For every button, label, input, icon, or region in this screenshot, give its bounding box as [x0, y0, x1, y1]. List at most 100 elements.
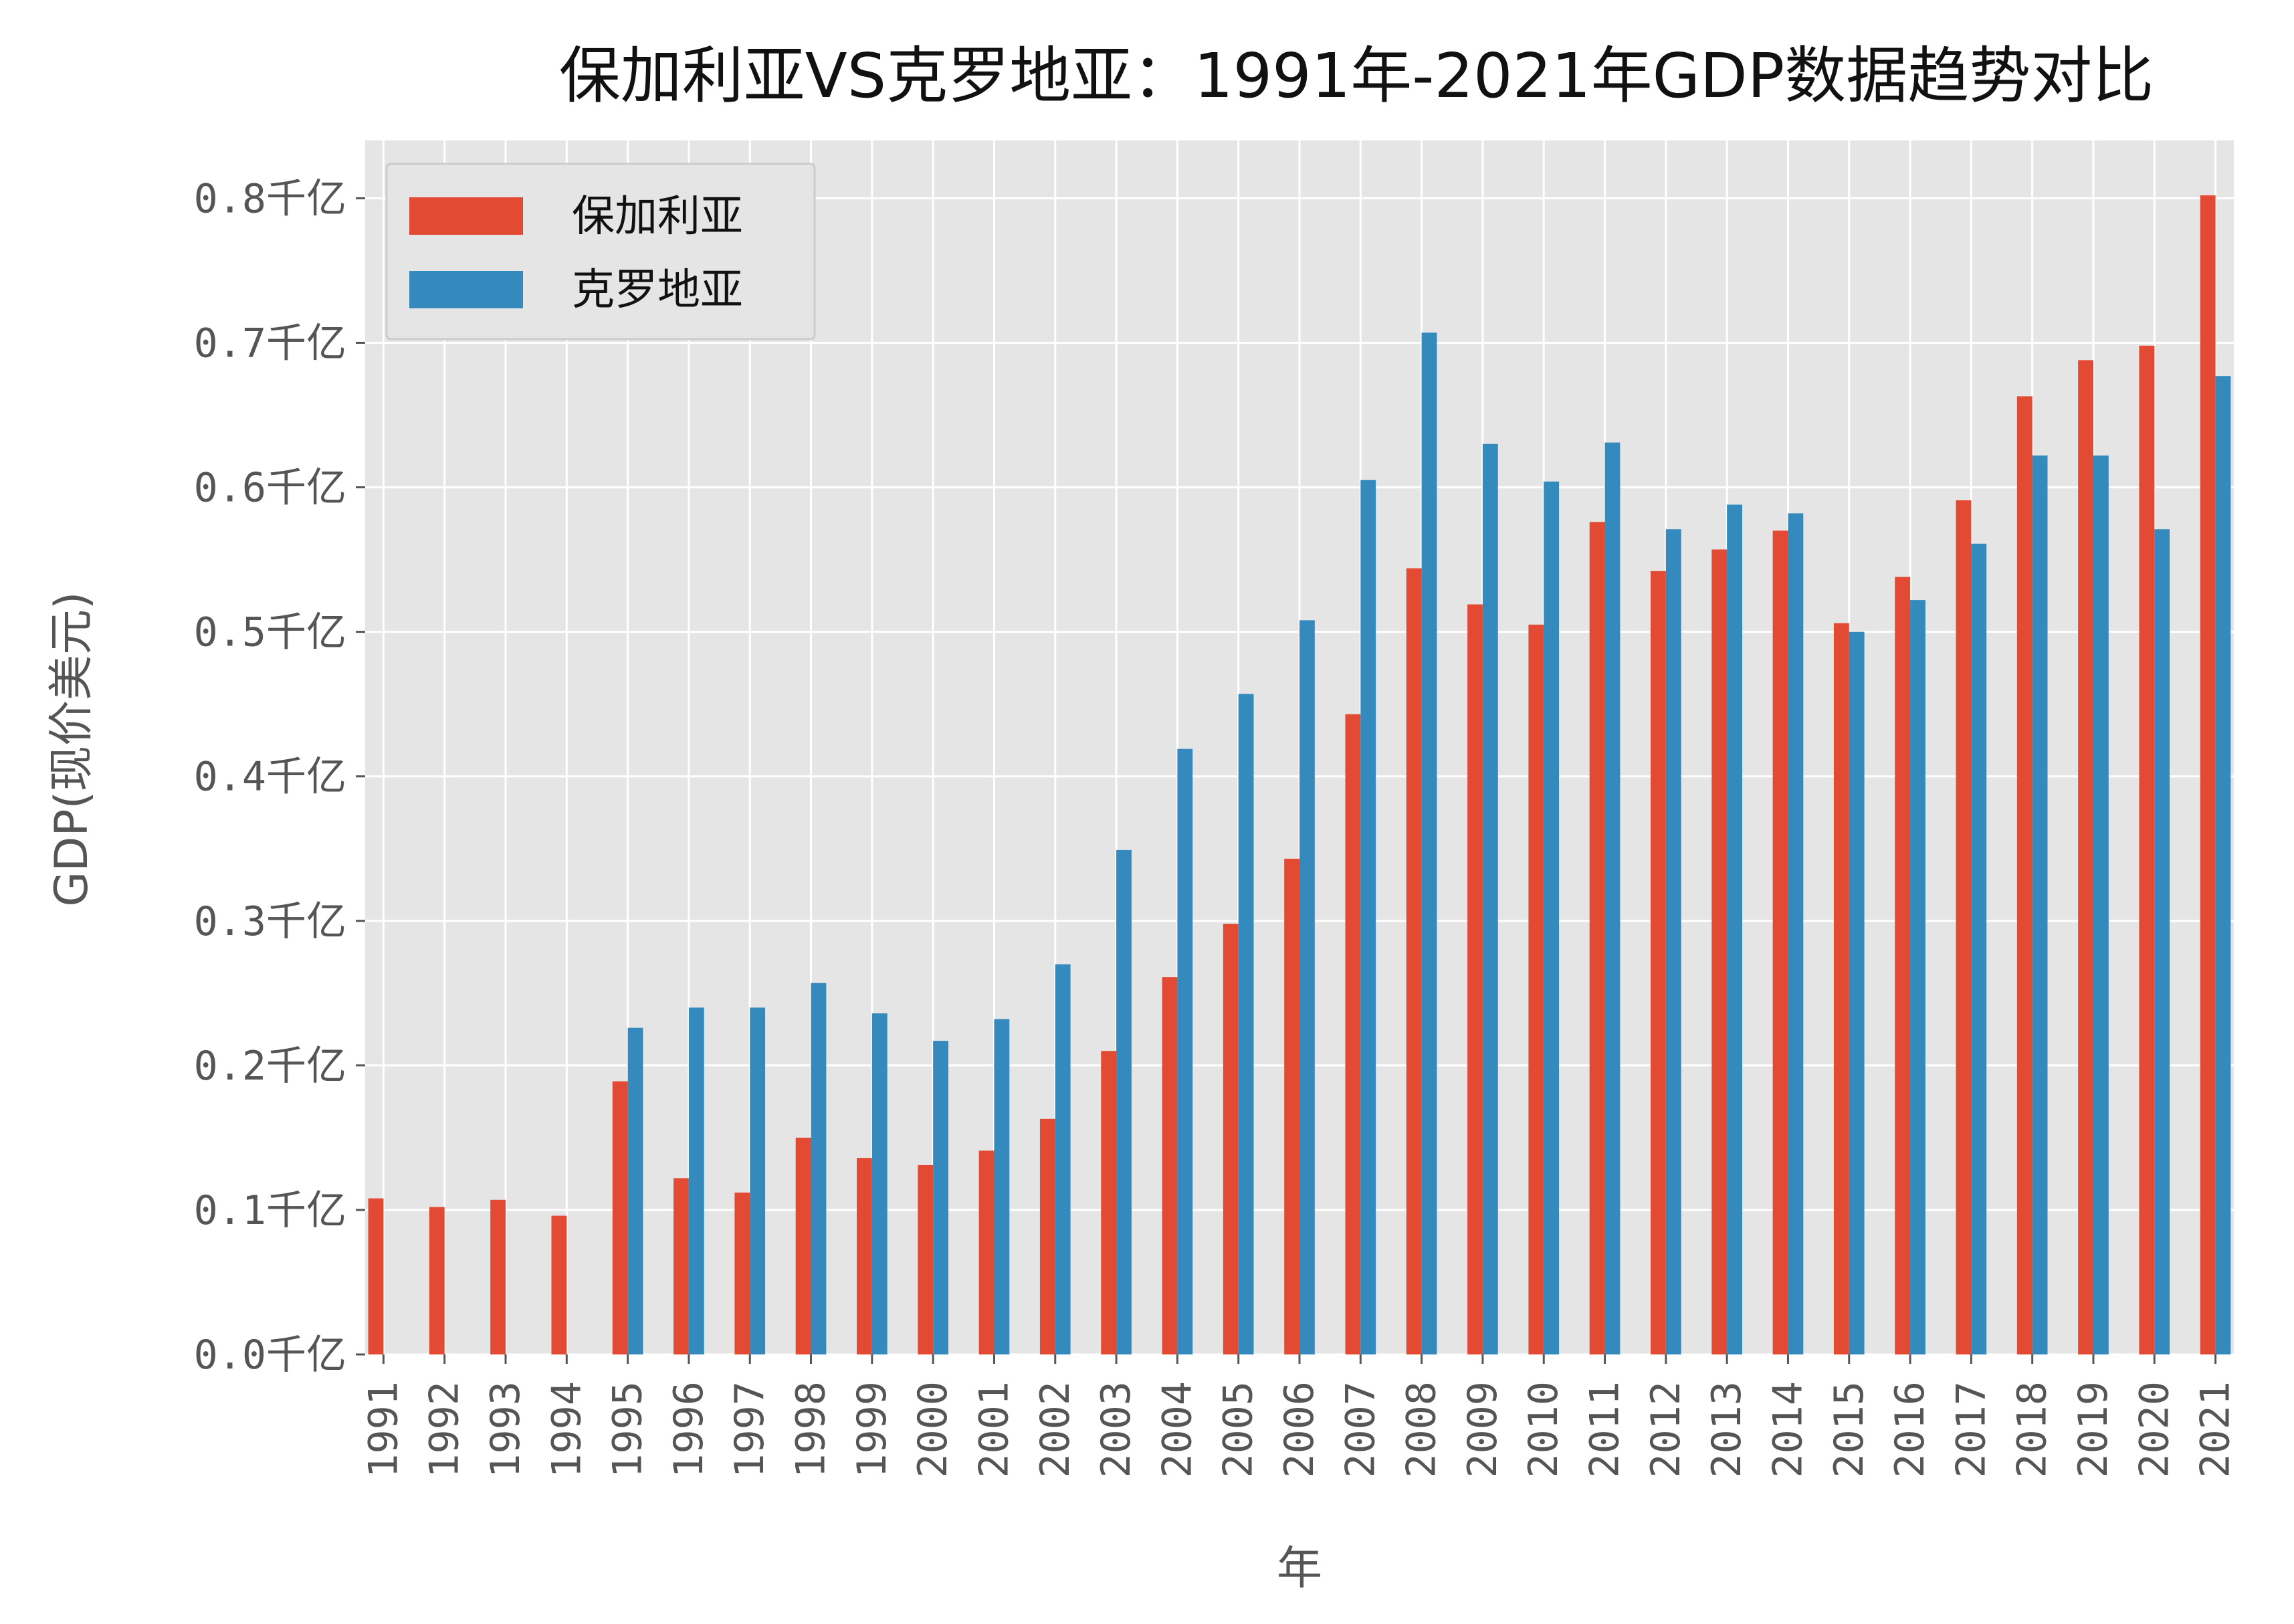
y-axis: 0.0千亿 0.1千亿 0.2千亿 0.3千亿 0.4千亿 0.5千亿 0.6千亿 0.7千亿… [194, 175, 365, 1379]
legend-label-croatia: 克罗地亚 [572, 266, 743, 315]
bar-croatia [2093, 455, 2109, 1355]
bar-croatia [1727, 504, 1742, 1354]
bar-bulgaria [1711, 549, 1728, 1354]
bar-bulgaria [368, 1198, 384, 1354]
x-tick-label: 2003 [1093, 1381, 1140, 1478]
bar-croatia [2032, 455, 2048, 1355]
bar-croatia [1055, 964, 1071, 1354]
bar-croatia [933, 1041, 948, 1354]
x-axis: 1991 1992 1993 1994 1995 1996 1997 1998 1999 2000… [360, 1354, 2239, 1478]
x-tick-label: 2016 [1887, 1381, 1934, 1478]
bar-croatia [1116, 849, 1132, 1354]
y-tick-label: 0.6千亿 [194, 465, 346, 512]
x-tick-label: 2012 [1643, 1381, 1689, 1478]
x-tick-label: 1999 [849, 1381, 896, 1478]
bar-bulgaria [1223, 924, 1239, 1354]
bar-croatia [1421, 332, 1437, 1354]
legend-swatch-croatia [409, 271, 523, 308]
x-tick-label: 2010 [1520, 1381, 1567, 1478]
x-tick-label: 1995 [605, 1381, 651, 1478]
x-tick-label: 2011 [1582, 1381, 1629, 1478]
bar-croatia [1177, 748, 1193, 1354]
x-tick-label: 2019 [2070, 1381, 2117, 1478]
x-tick-label: 1996 [665, 1381, 712, 1478]
y-tick-label: 0.2千亿 [194, 1043, 346, 1090]
y-tick-label: 0.4千亿 [194, 754, 346, 801]
x-tick-label: 2020 [2131, 1381, 2178, 1478]
legend-swatch-bulgaria [409, 197, 523, 235]
y-axis-label: GDP(现价美元) [45, 591, 98, 906]
legend-label-bulgaria: 保加利亚 [572, 192, 743, 241]
y-tick-label: 0.5千亿 [194, 609, 346, 656]
bar-bulgaria [490, 1199, 506, 1354]
bar-bulgaria [2016, 396, 2032, 1354]
bar-croatia [1299, 620, 1315, 1354]
x-tick-label: 2000 [910, 1381, 956, 1478]
bar-bulgaria [857, 1158, 872, 1354]
bar-croatia [871, 1013, 888, 1354]
x-tick-label: 2007 [1337, 1381, 1384, 1478]
bar-croatia [2215, 376, 2231, 1354]
bar-croatia [811, 983, 827, 1354]
x-tick-label: 2009 [1459, 1381, 1506, 1478]
bar-bulgaria [551, 1215, 567, 1354]
x-tick-label: 1993 [482, 1381, 529, 1478]
x-tick-label: 1992 [421, 1381, 468, 1478]
y-tick-label: 0.1千亿 [194, 1187, 346, 1234]
x-tick-label: 2015 [1826, 1381, 1873, 1478]
bar-bulgaria [1467, 604, 1483, 1354]
bar-croatia [1604, 442, 1621, 1354]
x-tick-label: 2018 [2009, 1381, 2056, 1478]
x-tick-label: 2021 [2192, 1381, 2239, 1478]
bar-croatia [994, 1019, 1010, 1354]
bar-croatia [2154, 529, 2170, 1354]
legend: 保加利亚 克罗地亚 [385, 163, 816, 340]
bar-bulgaria [1345, 714, 1361, 1354]
x-tick-label: 1994 [543, 1381, 590, 1478]
bar-bulgaria [612, 1081, 628, 1354]
bar-croatia [627, 1027, 643, 1354]
x-axis-label: 年 [1277, 1542, 1322, 1595]
bar-croatia [688, 1007, 704, 1354]
x-tick-label: 2006 [1276, 1381, 1323, 1478]
bar-croatia [1665, 529, 1681, 1354]
bar-bulgaria [1406, 568, 1422, 1354]
chart-title: 保加利亚VS克罗地亚：1991年-2021年GDP数据趋势对比 [559, 40, 2154, 112]
bar-bulgaria [2139, 345, 2155, 1354]
bar-bulgaria [918, 1164, 934, 1354]
bar-bulgaria [1162, 977, 1178, 1354]
x-tick-label: 2017 [1948, 1381, 1994, 1478]
bar-croatia [1544, 481, 1560, 1354]
x-tick-label: 2013 [1703, 1381, 1750, 1478]
y-tick-label: 0.7千亿 [194, 320, 346, 367]
bar-bulgaria [1956, 500, 1972, 1355]
bar-croatia [1788, 513, 1804, 1354]
bar-bulgaria [2200, 195, 2216, 1354]
bars [368, 195, 2231, 1355]
bar-croatia [1482, 443, 1498, 1354]
bar-croatia [1238, 694, 1254, 1354]
bar-bulgaria [1772, 530, 1788, 1355]
bar-bulgaria [429, 1207, 445, 1354]
bar-bulgaria [1651, 571, 1666, 1355]
bar-bulgaria [1284, 858, 1299, 1354]
bar-bulgaria [1528, 624, 1544, 1354]
x-tick-label: 2005 [1215, 1381, 1262, 1478]
bar-bulgaria [1833, 623, 1849, 1354]
bar-bulgaria [1101, 1051, 1117, 1354]
y-tick-label: 0.3千亿 [194, 898, 346, 945]
bar-bulgaria [795, 1137, 811, 1354]
bar-bulgaria [1589, 522, 1605, 1354]
x-tick-label: 1998 [788, 1381, 835, 1478]
bar-croatia [1971, 543, 1987, 1354]
x-tick-label: 2008 [1398, 1381, 1445, 1478]
x-tick-label: 1991 [360, 1381, 407, 1478]
bar-bulgaria [673, 1178, 689, 1354]
x-tick-label: 1997 [726, 1381, 773, 1478]
y-tick-label: 0.0千亿 [194, 1332, 346, 1379]
x-tick-label: 2014 [1764, 1381, 1811, 1478]
x-tick-label: 2001 [970, 1381, 1017, 1478]
bar-croatia [1910, 600, 1925, 1354]
bar-bulgaria [1895, 577, 1911, 1355]
